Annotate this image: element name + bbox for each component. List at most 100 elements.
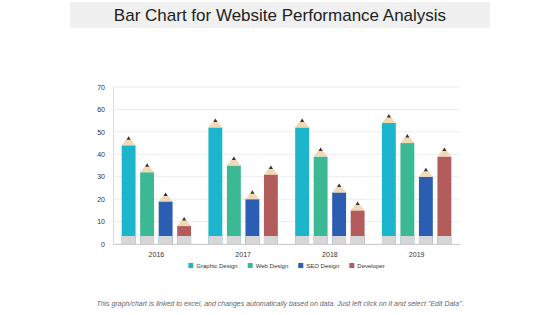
x-axis: 2016 2017 2018 2019 [114,244,461,258]
pencil-tip [140,163,154,172]
pencil-tip [314,148,328,157]
y-tick: 10 [97,218,113,225]
pencil-lead [424,168,428,172]
pencil-lead [319,148,323,152]
legend-item: Developer [349,263,384,269]
x-tick: 2016 [149,244,165,258]
y-tick-label: 0 [101,241,105,248]
pencil-lead [232,157,236,161]
x-tick-label: 2019 [409,251,425,258]
pencil-tip [382,114,396,123]
pencil-lead [145,163,149,167]
pencil-tip [419,168,433,177]
pencil-end [122,236,136,244]
pencil-lead [269,166,273,170]
bar [208,127,222,244]
pencil-lead [442,148,446,152]
pencil-end [437,236,451,244]
y-tick: 60 [97,106,113,113]
legend-label: Graphic Design [196,263,237,269]
pencil-tip [208,118,222,127]
pencil-lead [337,183,341,187]
pencil-lead [387,114,391,118]
pencil-tip [295,118,309,127]
y-axis: 0 10 20 30 40 50 60 70 [97,84,113,248]
legend-item: Graphic Design [188,263,237,269]
x-axis-line [114,244,461,245]
pencil-end [314,236,328,244]
pencil-tip [437,148,451,157]
bar [400,143,414,244]
x-tick: 2018 [322,244,338,258]
bar [122,145,136,244]
y-tick-label: 70 [97,84,105,91]
x-tick-label: 2016 [149,251,165,258]
pencil-tip [332,183,346,192]
bar [140,172,154,244]
bar [437,157,451,244]
pencil-tip [400,134,414,143]
pencil-lead [250,190,254,194]
legend-label: Web Design [256,263,289,269]
legend: Graphic Design Web Design SEO Design Develo… [188,263,384,269]
x-tick: 2019 [409,244,425,258]
pencil-tip [227,157,241,166]
pencil-end [264,236,278,244]
pencil-end [159,236,173,244]
y-tick: 0 [101,241,113,248]
pencil-tip [245,190,259,199]
pencil-end [419,236,433,244]
y-tick-label: 60 [97,106,105,113]
pencil-end [208,236,222,244]
pencil-tip [122,136,136,145]
legend-item: Web Design [248,263,289,269]
legend-swatch [248,263,253,268]
pencil-tip [177,217,191,226]
bar [332,192,346,244]
x-tick-label: 2018 [322,251,338,258]
bar [382,123,396,244]
footnote: This graph/chart is linked to excel, and… [96,300,463,308]
bar [227,166,241,244]
y-tick-label: 40 [97,151,105,158]
legend-label: SEO Design [306,263,339,269]
pencil-lead [300,118,304,122]
bar [295,127,309,244]
bar [159,201,173,244]
pencil-lead [127,136,131,140]
pencil-end [140,236,154,244]
pencil-tip [351,201,365,210]
pencil-end [177,236,191,244]
grid-line [113,87,460,88]
bar [177,226,191,244]
y-tick: 40 [97,151,113,158]
y-tick-label: 20 [97,196,105,203]
bar [419,177,433,244]
pencil-tip [264,166,278,175]
bar [351,210,365,244]
title: Bar Chart for Website Performance Analys… [114,6,446,25]
title-box [70,2,490,28]
y-tick-label: 50 [97,129,105,136]
grid-line [113,109,460,110]
pencil-end [351,236,365,244]
grid-line [113,131,460,132]
x-tick: 2017 [235,244,251,258]
y-tick: 30 [97,173,113,180]
pencil-lead [356,201,360,205]
y-tick-label: 10 [97,218,105,225]
y-tick: 50 [97,129,113,136]
legend-swatch [188,263,193,268]
pencil-lead [182,217,186,221]
bar [314,157,328,244]
pencil-lead [164,192,168,196]
y-tick-label: 30 [97,173,105,180]
bar [264,175,278,245]
pencil-end [332,236,346,244]
pencil-tip [159,192,173,201]
x-tick-label: 2017 [235,251,251,258]
pencil-end [400,236,414,244]
legend-swatch [298,263,303,268]
y-tick: 70 [97,84,113,91]
bars [122,114,452,244]
